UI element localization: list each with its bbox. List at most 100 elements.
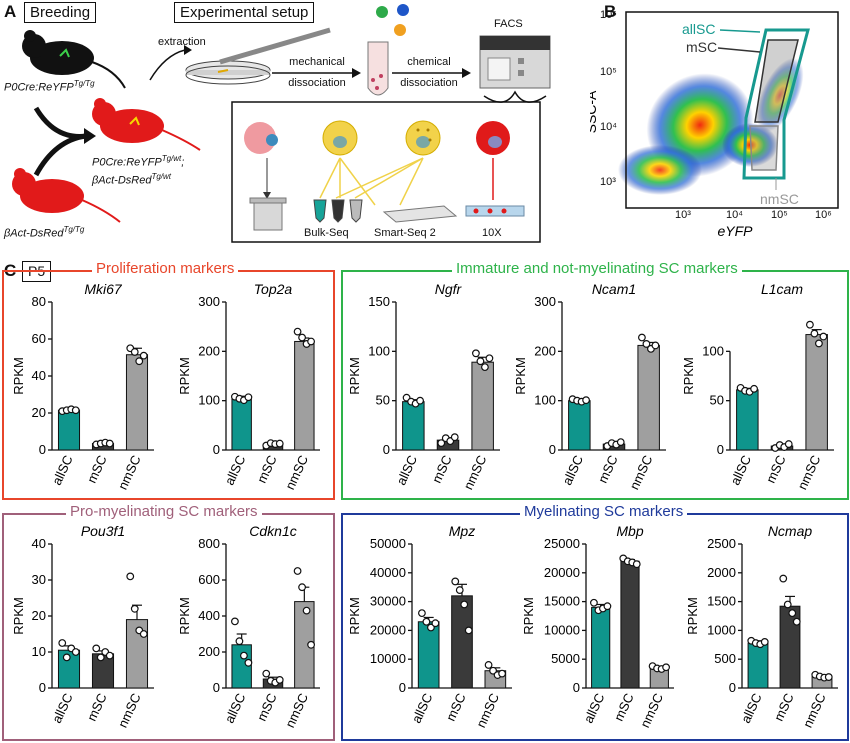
data-point bbox=[750, 384, 758, 393]
x-tick-label: nmSC bbox=[800, 691, 829, 730]
x-tick-label: allSC bbox=[409, 691, 436, 726]
bar-allSC bbox=[591, 606, 611, 689]
chart-title: Ncam1 bbox=[592, 281, 636, 297]
chart-ncmap: Ncmap RPKM 0 500 1000 1500 2000 2500 allSC mSC nmS… bbox=[685, 523, 838, 730]
y-tick-label: 0 bbox=[573, 680, 580, 695]
y-axis-label: RPKM bbox=[177, 597, 192, 635]
y-tick-label: 2000 bbox=[707, 565, 736, 580]
bar-allSC bbox=[568, 400, 591, 451]
y-tick-1e6: 10⁶ bbox=[600, 9, 617, 21]
data-point bbox=[792, 617, 801, 626]
y-tick-label: 50 bbox=[710, 393, 724, 408]
y-tick-label: 200 bbox=[534, 343, 556, 358]
y-tick-label: 0 bbox=[399, 680, 406, 695]
msc-gate-label: mSC bbox=[686, 39, 717, 55]
data-point bbox=[105, 439, 114, 448]
data-point bbox=[240, 651, 248, 660]
bar-nmSC bbox=[294, 340, 315, 451]
mouse1-label: P0Cre:ReYFPTg/Tg bbox=[4, 79, 95, 94]
immature-title: Immature and not-myelinating SC markers bbox=[452, 260, 742, 277]
x-tick-label: mSC bbox=[254, 691, 280, 724]
chart-title: Mki67 bbox=[84, 281, 123, 297]
msc-gate bbox=[754, 39, 799, 123]
y-tick-label: 20 bbox=[32, 608, 46, 623]
y-tick-label: 30000 bbox=[370, 594, 406, 609]
data-point bbox=[130, 604, 139, 613]
proliferation-title: Proliferation markers bbox=[92, 260, 239, 277]
y-tick-label: 50 bbox=[376, 393, 390, 408]
data-point bbox=[92, 644, 101, 653]
bar-nmSC bbox=[125, 354, 149, 451]
y-axis-label: RPKM bbox=[177, 357, 192, 395]
data-point bbox=[293, 567, 302, 575]
x-tick-label: mSC bbox=[595, 453, 621, 486]
x-tick-label: mSC bbox=[443, 691, 469, 724]
chart-top2a: Top2a RPKM 0 100 200 300 allSC mSC nmSC bbox=[177, 281, 320, 492]
bar-allSC bbox=[736, 389, 759, 451]
data-point bbox=[460, 600, 469, 609]
y-tick-label: 20 bbox=[32, 405, 46, 420]
tube-icon bbox=[367, 41, 389, 96]
y-tick-label: 800 bbox=[198, 536, 220, 551]
breeding-arrow-bottom bbox=[33, 133, 87, 177]
chart-ncam1: Ncam1 RPKM 0 100 200 300 allSC mSC nmSC bbox=[513, 281, 666, 492]
y-axis-label: RPKM bbox=[685, 597, 700, 635]
y-tick-label: 0 bbox=[383, 442, 390, 457]
y-tick-label: 10000 bbox=[370, 651, 406, 666]
data-point bbox=[651, 341, 660, 350]
data-point bbox=[481, 363, 489, 372]
y-tick-label: 30 bbox=[32, 572, 46, 587]
red-mouse-icon bbox=[12, 168, 121, 223]
data-point bbox=[484, 661, 493, 669]
data-point bbox=[779, 574, 788, 583]
x-tick-label: nmSC bbox=[282, 453, 311, 492]
x-tick-label: nmSC bbox=[461, 453, 490, 492]
x-tick-label: allSC bbox=[738, 691, 765, 726]
y-tick-1e3: 10³ bbox=[600, 176, 616, 188]
y-axis-label: RPKM bbox=[521, 597, 536, 635]
scalpel-icon bbox=[219, 27, 331, 65]
bar-allSC bbox=[231, 397, 252, 451]
data-point bbox=[62, 653, 71, 662]
x-tick-label: mSC bbox=[254, 453, 280, 486]
y-tick-label: 40 bbox=[32, 536, 46, 551]
chip-icon bbox=[465, 205, 525, 217]
data-point bbox=[485, 354, 494, 363]
x-tick-label: mSC bbox=[763, 453, 789, 486]
data-point bbox=[450, 433, 459, 442]
chart-pou3f1: Pou3f1 RPKM 0 10 20 30 40 allSC mSC nmSC bbox=[11, 523, 154, 730]
data-point bbox=[590, 598, 598, 607]
facs-machine-icon bbox=[479, 35, 551, 89]
data-point bbox=[126, 572, 135, 581]
data-point bbox=[275, 439, 284, 448]
data-point bbox=[582, 396, 590, 405]
x-tick-label: allSC bbox=[222, 453, 249, 488]
x-tick-label: allSC bbox=[727, 453, 754, 488]
y-axis-label: SSC-A bbox=[590, 90, 599, 133]
chart-title: Pou3f1 bbox=[81, 523, 125, 539]
data-point bbox=[783, 600, 792, 609]
y-tick-label: 5000 bbox=[551, 651, 580, 666]
data-point bbox=[307, 337, 315, 346]
chart-title: Cdkn1c bbox=[249, 523, 296, 539]
x-tick-label: mSC bbox=[771, 691, 797, 724]
y-axis-label: RPKM bbox=[11, 597, 26, 635]
x-tick-label: nmSC bbox=[115, 453, 144, 492]
bulk-tube-3-icon bbox=[349, 199, 363, 223]
panel-b-label: B bbox=[604, 2, 617, 21]
y-tick-label: 50000 bbox=[370, 536, 406, 551]
y-tick-label: 0 bbox=[39, 442, 46, 457]
mechanical-label: mechanical bbox=[289, 56, 345, 68]
y-axis-label: RPKM bbox=[513, 357, 528, 395]
data-point bbox=[616, 438, 625, 447]
density-clouds bbox=[618, 57, 804, 195]
data-point bbox=[298, 583, 306, 592]
plot-frame bbox=[625, 11, 839, 209]
petri-dish-icon bbox=[185, 60, 271, 85]
data-point bbox=[231, 617, 239, 626]
x-tick-label: nmSC bbox=[627, 453, 656, 492]
y-tick-label: 400 bbox=[198, 608, 220, 623]
chart-ngfr: Ngfr RPKM 0 50 100 150 allSC mSC nmSC bbox=[347, 281, 500, 492]
data-point bbox=[235, 637, 244, 646]
y-tick-label: 200 bbox=[198, 644, 220, 659]
